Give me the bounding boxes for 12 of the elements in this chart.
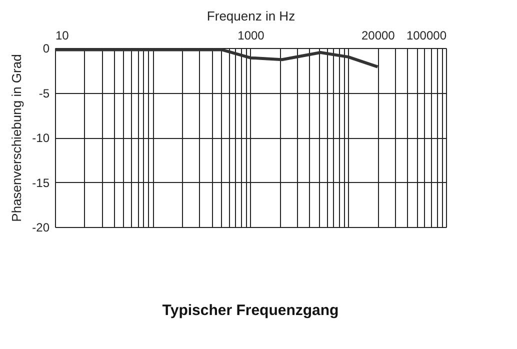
x-axis-title: Frequenz in Hz — [206, 8, 296, 24]
x-tick-label: 1000 — [238, 28, 265, 42]
y-tick-label: -15 — [32, 176, 50, 190]
text: Typischer Frequenzgang — [162, 302, 339, 319]
x-tick-label: 20000 — [361, 28, 396, 42]
y-tick-label: -5 — [38, 86, 50, 100]
x-tick-label: 100000 — [406, 28, 447, 42]
y-tick-label: 0 — [42, 42, 50, 56]
x-tick-label: 10 — [56, 28, 70, 42]
y-tick-label: -10 — [32, 131, 50, 145]
y-axis-title: Phasenverschiebung in Grad — [9, 54, 24, 222]
y-tick-label: -20 — [32, 220, 50, 234]
